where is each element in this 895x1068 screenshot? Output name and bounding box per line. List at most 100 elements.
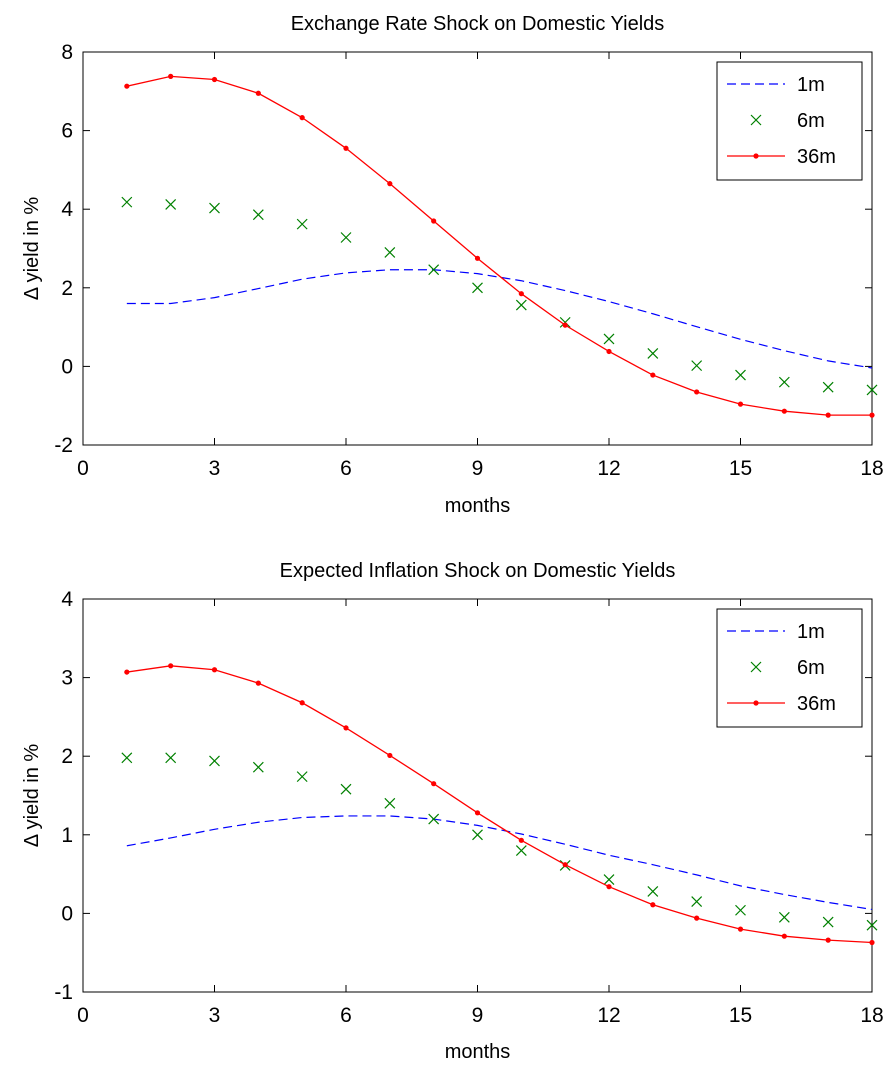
data-point-36m [737,401,744,407]
x-tick-label: 9 [472,1004,484,1027]
data-point-6m [778,911,790,923]
data-point-6m [384,247,396,258]
data-point-6m [691,896,703,908]
data-point-6m [603,874,615,886]
x-tick-label: 12 [597,457,620,480]
y-tick-label: 0 [61,902,73,925]
chart-title: Expected Inflation Shock on Domestic Yie… [280,560,676,582]
data-point-6m [735,904,746,916]
data-point-36m [343,145,349,151]
legend-label: 6m [797,110,825,132]
y-tick-label: 4 [61,588,73,611]
y-tick-label: 2 [61,745,73,768]
data-point-36m [781,933,787,939]
legend-label: 36m [797,146,836,168]
data-point-6m [472,829,483,841]
data-point-6m [822,381,834,393]
data-point-36m [474,810,481,816]
x-tick-label: 6 [340,1004,352,1027]
chart-panel-2: Expected Inflation Shock on Domestic Yie… [21,560,884,1063]
series-36m [124,663,875,946]
y-tick-label: 3 [61,667,73,690]
data-point-6m [515,299,527,311]
data-point-6m [822,916,834,928]
x-tick-label: 6 [340,457,352,480]
data-point-36m [694,389,700,395]
data-point-6m [296,218,308,230]
data-point-36m [518,291,524,297]
series-line-36m [126,75,872,416]
data-point-6m [647,348,659,359]
data-point-6m [515,845,527,856]
x-tick-label: 3 [209,457,221,480]
data-point-36m [387,752,393,759]
data-point-6m [472,282,483,294]
data-point-36m [869,412,875,418]
data-point-6m [209,202,220,214]
data-point-6m [121,196,133,208]
data-point-36m [650,902,656,908]
data-point-6m [121,752,133,764]
legend-item-6m: 6m [750,110,825,132]
legend-label: 1m [797,621,825,643]
data-point-36m [387,181,393,187]
legend-item-6m: 6m [750,657,825,679]
legend-item-36m: 36m [727,693,836,715]
y-tick-label: 8 [61,41,73,64]
data-point-36m [299,115,305,121]
legend-box [716,61,863,181]
data-point-6m [866,384,878,396]
data-point-6m [384,797,396,809]
x-tick-label: 0 [77,457,89,480]
data-point-36m [737,926,744,932]
y-axis-label: Δ yield in % [21,744,43,848]
data-point-36m [825,412,831,418]
data-point-6m [252,209,264,221]
series-line-1m [126,269,873,369]
legend-item-36m: 36m [727,146,836,168]
legend-item-1m: 1m [727,621,825,643]
data-point-36m [606,348,612,355]
data-point-6m [165,199,177,210]
x-tick-label: 0 [77,1004,89,1027]
y-tick-label: 2 [61,277,73,300]
data-point-36m [650,372,656,378]
x-tick-label: 15 [729,457,752,480]
y-tick-label: 4 [61,198,73,221]
data-point-36m [211,76,218,83]
data-point-36m [694,915,700,921]
data-point-36m [431,781,437,787]
data-point-6m [296,771,308,783]
y-tick-label: -1 [54,981,73,1004]
legend: 1m 6m 36m [716,61,863,181]
data-point-36m [606,884,612,890]
data-point-6m [340,783,352,795]
data-point-6m [647,885,659,897]
series-6m [121,752,878,931]
x-tick-label: 18 [860,457,883,480]
data-point-36m [255,680,261,686]
data-point-36m [518,837,524,843]
x-tick-label: 12 [597,1004,620,1027]
data-point-36m [474,255,481,261]
data-point-36m [825,937,831,943]
y-tick-label: 6 [61,120,73,143]
data-point-6m [428,813,440,825]
x-tick-label: 15 [729,1004,752,1027]
data-point-6m [603,333,615,345]
data-point-36m [124,83,130,89]
data-point-6m [778,376,790,388]
data-point-36m [562,862,568,868]
y-axis-label: Δ yield in % [21,197,43,301]
y-tick-label: 0 [61,355,73,378]
chart-panel-1: Exchange Rate Shock on Domestic Yields 0 3… [21,13,884,517]
data-point-36m [168,73,174,79]
data-point-36m [255,90,261,96]
x-axis-label: months [445,1041,511,1063]
data-point-36m [781,408,787,414]
data-point-6m [735,369,746,381]
data-point-36m [343,725,349,731]
data-point-6m [691,360,703,372]
x-tick-label: 18 [860,1004,883,1027]
legend-label: 1m [797,74,825,96]
